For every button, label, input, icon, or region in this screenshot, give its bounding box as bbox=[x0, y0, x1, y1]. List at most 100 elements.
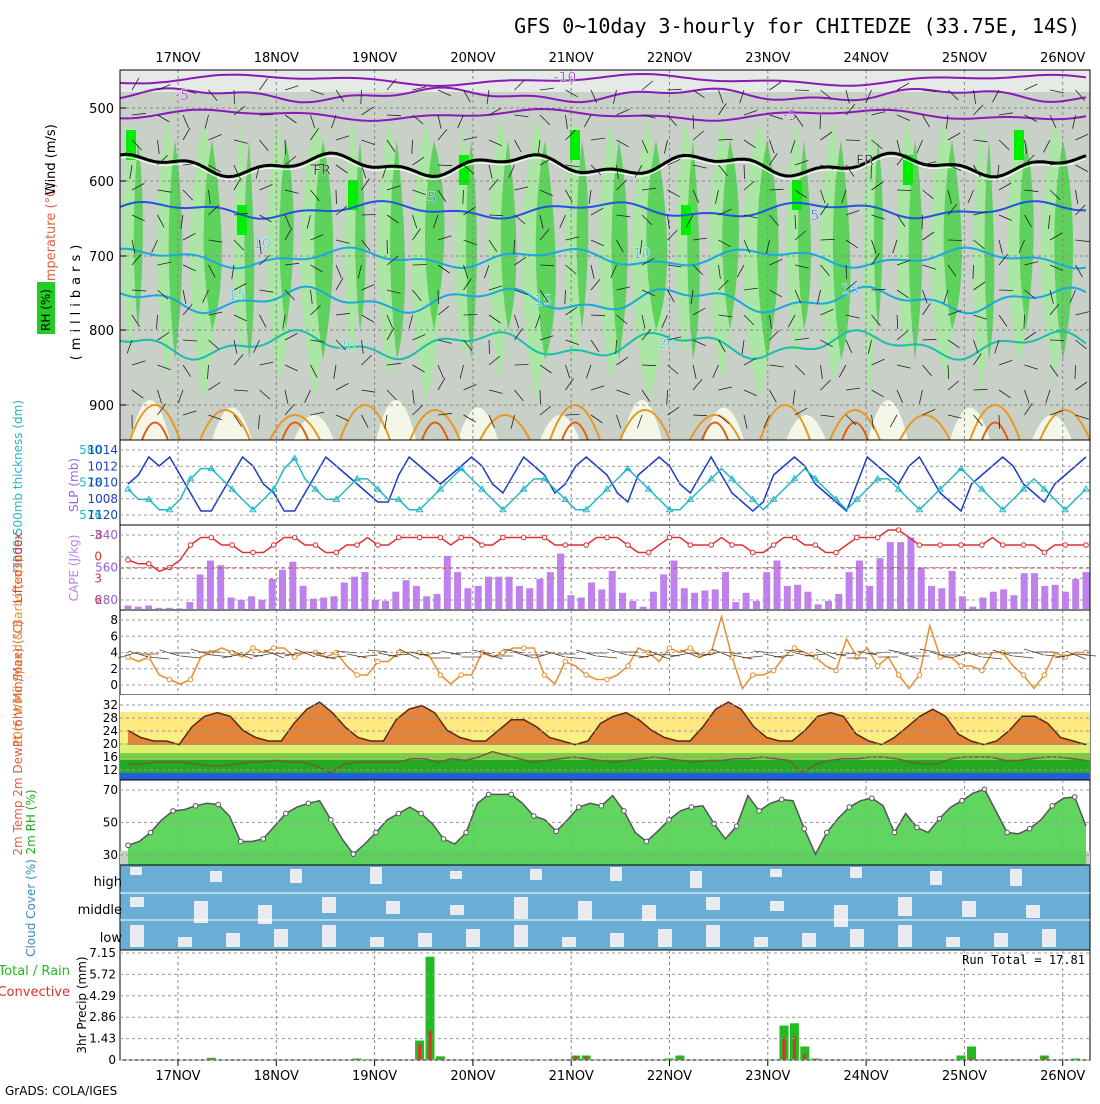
cape-bar bbox=[712, 589, 719, 609]
cloud-high-gap bbox=[290, 869, 302, 883]
wind-barb bbox=[413, 265, 427, 266]
rh-line-point bbox=[847, 805, 852, 810]
cape-bar bbox=[1052, 585, 1059, 609]
temp-band bbox=[120, 695, 1090, 712]
lifted-index-line-point bbox=[355, 543, 360, 548]
rh-line-point bbox=[509, 792, 514, 797]
millibars-label: (millibars) bbox=[69, 240, 84, 361]
contour-label: 15 bbox=[534, 293, 552, 309]
day-label-top: 23NOV bbox=[745, 51, 790, 66]
wind-speed-line-point bbox=[1021, 673, 1026, 678]
wind-speed-line-point bbox=[521, 646, 526, 651]
wind-barb bbox=[999, 290, 1013, 291]
rh-line-point bbox=[1072, 795, 1077, 800]
contour-label: -5 bbox=[175, 88, 189, 104]
tick-label: 28 bbox=[103, 711, 118, 725]
lifted-index-line-point bbox=[126, 558, 131, 563]
rh-line-point bbox=[1005, 830, 1010, 835]
tick-label: 2 bbox=[110, 662, 118, 676]
rh-line-point bbox=[486, 792, 491, 797]
lifted-index-line-point bbox=[834, 550, 839, 555]
wind-barb bbox=[464, 315, 478, 316]
cloud-low-gap bbox=[274, 929, 288, 947]
precip-conv-bar bbox=[803, 1054, 806, 1060]
rh-line-point bbox=[960, 798, 965, 803]
contour-label: 10 bbox=[253, 236, 271, 252]
contour-label: -5 bbox=[783, 108, 797, 124]
rh-line-point bbox=[216, 802, 221, 807]
day-label-top: 17NOV bbox=[155, 51, 200, 66]
lifted-index-line-point bbox=[188, 543, 193, 548]
cloud-high-gap bbox=[930, 871, 942, 885]
cape-bar bbox=[135, 607, 142, 609]
cape-bar bbox=[537, 579, 544, 609]
lifted-index-line-point bbox=[563, 543, 568, 548]
wind-barb bbox=[973, 265, 974, 279]
cape-bar bbox=[475, 586, 482, 609]
contour-label: -10 bbox=[554, 70, 577, 86]
contour-label: 15 bbox=[228, 288, 246, 304]
rh-line-point bbox=[599, 804, 604, 809]
cloud-high-gap bbox=[770, 869, 782, 877]
lifted-index-line-point bbox=[501, 535, 506, 540]
cape-bar bbox=[526, 588, 533, 609]
wind-speed-line-point bbox=[563, 659, 568, 664]
wind-barb bbox=[1050, 340, 1064, 341]
wind-speed-line-point bbox=[542, 673, 547, 678]
lifted-index-line-point bbox=[271, 543, 276, 548]
lifted-index-line-point bbox=[667, 535, 672, 540]
cape-bar bbox=[598, 589, 605, 609]
lifted-index-line-point bbox=[438, 535, 443, 540]
cloud-mid-gap bbox=[1026, 905, 1040, 918]
rh-line-point bbox=[531, 814, 536, 819]
cape-bar bbox=[495, 577, 502, 609]
cape-bar bbox=[1000, 589, 1007, 609]
rh-line-point bbox=[892, 830, 897, 835]
precip-total-label: Total / Rain bbox=[0, 964, 70, 979]
lifted-index-line-point bbox=[417, 535, 422, 540]
tick-label: 6 bbox=[110, 629, 118, 643]
rh-label: RH (%) bbox=[39, 289, 53, 331]
temp-band bbox=[120, 773, 1090, 780]
lifted-index-line-point bbox=[459, 535, 464, 540]
cloud-mid-gap bbox=[898, 897, 912, 916]
rh-line-point bbox=[238, 839, 243, 844]
rh-high-patch bbox=[792, 180, 802, 210]
wind-speed-line-point bbox=[1042, 673, 1047, 678]
lifted-index-line-point bbox=[480, 543, 485, 548]
cape-bar bbox=[413, 586, 420, 609]
cape-bar bbox=[578, 598, 585, 610]
precip-tick-label: 0 bbox=[108, 1053, 116, 1067]
wind-speed-line-point bbox=[605, 677, 610, 682]
day-label-bottom: 26NOV bbox=[1040, 1069, 1085, 1084]
lifted-index-line-point bbox=[605, 535, 610, 540]
day-label-top: 19NOV bbox=[352, 51, 397, 66]
cape-bar bbox=[681, 588, 688, 609]
tick-label: 1012 bbox=[87, 459, 118, 473]
cape-bar bbox=[928, 586, 935, 609]
tick-label: 0 bbox=[110, 678, 118, 692]
cape-bar bbox=[320, 598, 327, 610]
rh-line-point bbox=[734, 824, 739, 829]
wind-speed-line-point bbox=[792, 646, 797, 651]
wind-barb bbox=[1075, 365, 1076, 379]
rh-line-point bbox=[915, 825, 920, 830]
contour-label: FR bbox=[313, 163, 331, 179]
wind-barb bbox=[260, 115, 274, 116]
cloud-low-gap bbox=[946, 937, 960, 947]
rh-line-point bbox=[396, 811, 401, 816]
precip-conv-bar bbox=[585, 1056, 588, 1060]
wind-speed-line-point bbox=[959, 664, 964, 669]
contour-label: 15 bbox=[841, 282, 859, 298]
lifted-index-line-point bbox=[938, 543, 943, 548]
cloud-low-gap bbox=[562, 937, 576, 947]
cloud-level-label: high bbox=[94, 875, 122, 890]
wind-speed-line-point bbox=[251, 646, 256, 651]
day-label-bottom: 22NOV bbox=[647, 1069, 692, 1084]
precip-tick-label: 5.72 bbox=[89, 967, 116, 981]
cloud-low-gap bbox=[706, 925, 720, 947]
cloud-mid-gap bbox=[322, 897, 336, 913]
tick-label: 8 bbox=[110, 613, 118, 627]
wind-speed-line-point bbox=[896, 673, 901, 678]
